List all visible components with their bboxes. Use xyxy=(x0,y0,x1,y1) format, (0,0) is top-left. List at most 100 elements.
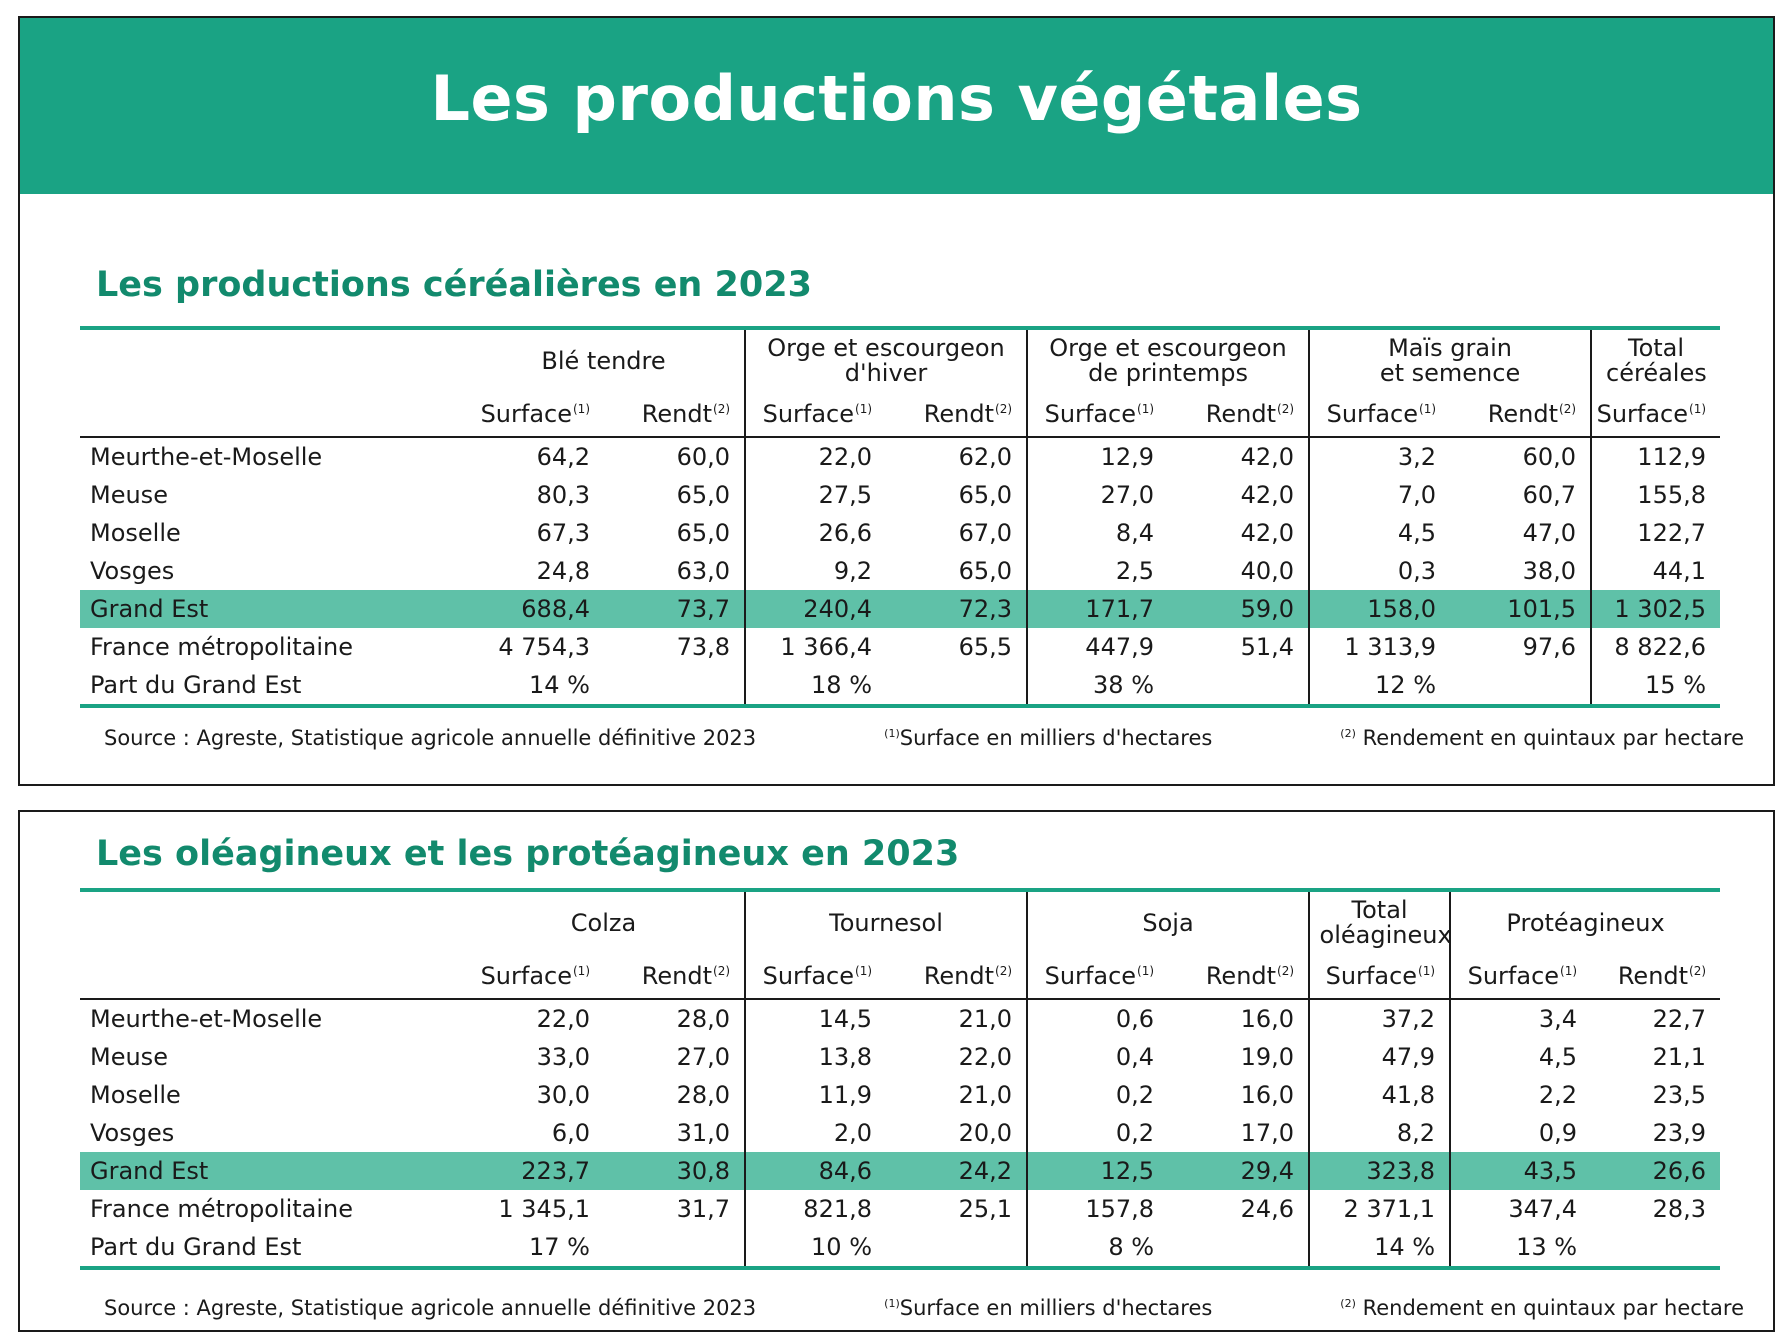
table-cell: 2,5 xyxy=(1026,552,1169,590)
oleagineux-footer: Source : Agreste, Statistique agricole a… xyxy=(104,1296,1744,1320)
table-cell: 22,0 xyxy=(536,1005,590,1033)
table-cell: 67,0 xyxy=(958,519,1013,547)
table-cell: 240,4 xyxy=(744,590,887,628)
table-cell xyxy=(1450,666,1592,708)
table-cell: 47,0 xyxy=(1522,519,1577,547)
table-cell: 6,0 xyxy=(551,1119,590,1147)
table-cell: 24,8 xyxy=(536,557,590,585)
table-cell: 27,5 xyxy=(744,476,887,514)
table-cell: 157,8 xyxy=(1026,1190,1169,1228)
table-cell: 33,0 xyxy=(536,1043,590,1071)
row-label: Grand Est xyxy=(80,590,463,628)
table-cell: 122,7 xyxy=(1590,514,1721,552)
row-label: Part du Grand Est xyxy=(80,1228,463,1270)
table-cell: 22,0 xyxy=(958,1043,1013,1071)
table-cell: 51,4 xyxy=(1240,633,1295,661)
table-cell: 9,2 xyxy=(744,552,887,590)
table-cell: 16,0 xyxy=(1240,1081,1295,1109)
table-cell: 43,5 xyxy=(1449,1152,1592,1190)
footnote-surface: (1)Surface en milliers d'hectares xyxy=(884,726,1213,750)
table-cell: 10 % xyxy=(744,1228,887,1270)
table-cell: 14 % xyxy=(463,666,604,708)
table-cell: 13 % xyxy=(1449,1228,1592,1270)
column-subheader: Surface(1) xyxy=(1449,954,1592,1000)
table-row: Part du Grand Est 17 % 10 % 8 % 14 % 13 % xyxy=(80,1228,1721,1270)
table-cell: 72,3 xyxy=(886,590,1028,628)
table-cell: 8 822,6 xyxy=(1590,628,1721,666)
table-cell: 47,9 xyxy=(1308,1038,1451,1076)
table-cell: 60,7 xyxy=(1522,481,1577,509)
table-cell: 21,0 xyxy=(958,1081,1013,1109)
table-row: Meurthe-et-Moselle 22,0 28,0 14,5 21,0 0,6 16,… xyxy=(80,999,1720,1038)
group-header: Protéagineux xyxy=(1449,888,1721,954)
row-label: Meuse xyxy=(90,481,168,509)
header-spacer xyxy=(80,888,463,954)
table-cell: 1 345,1 xyxy=(498,1195,590,1223)
table-cell: 42,0 xyxy=(1240,481,1295,509)
column-subheader: Surface(1) xyxy=(463,392,604,438)
table-cell: 14,5 xyxy=(744,999,887,1038)
table-cell: 2,0 xyxy=(744,1114,887,1152)
table-cell: 65,0 xyxy=(958,557,1013,585)
table-cell: 0,9 xyxy=(1449,1114,1592,1152)
cereales-table: Blé tendre Orge et escourgeon d'hiver Or… xyxy=(80,326,1721,708)
table-cell: 24,2 xyxy=(886,1152,1028,1190)
table-row: Meuse 33,0 27,0 13,8 22,0 0,4 19,0 47,9 4,5 21,1 xyxy=(80,1038,1720,1076)
table-cell: 688,4 xyxy=(463,590,604,628)
table-cell: 65,0 xyxy=(676,519,731,547)
table-cell: 0,2 xyxy=(1026,1076,1169,1114)
table-cell: 16,0 xyxy=(1240,1005,1295,1033)
row-label: Vosges xyxy=(90,1119,175,1147)
table-cell: 101,5 xyxy=(1450,590,1592,628)
table-cell: 0,4 xyxy=(1026,1038,1169,1076)
table-cell: 28,0 xyxy=(676,1005,731,1033)
table-cell: 15 % xyxy=(1590,666,1721,708)
group-header: Soja xyxy=(1026,888,1310,954)
table-cell: 7,0 xyxy=(1308,476,1451,514)
table-cell: 347,4 xyxy=(1449,1190,1592,1228)
table-cell xyxy=(1591,1228,1721,1270)
table-cell: 1 313,9 xyxy=(1308,628,1451,666)
table-cell: 20,0 xyxy=(958,1119,1013,1147)
column-subheader: Surface(1) xyxy=(1026,392,1169,438)
column-subheader: Rendt(2) xyxy=(1168,954,1310,1000)
table-cell: 17,0 xyxy=(1240,1119,1295,1147)
cereales-title: Les productions céréalières en 2023 xyxy=(96,265,812,305)
table-row: Meuse 80,3 65,0 27,5 65,0 27,0 42,0 7,0 60,7 155,… xyxy=(80,476,1721,514)
table-cell: 27,0 xyxy=(1026,476,1169,514)
table-row: Moselle 67,3 65,0 26,6 67,0 8,4 42,0 4,5 47,0 122… xyxy=(80,514,1721,552)
table-cell: 8 % xyxy=(1026,1228,1169,1270)
column-subheader: Surface(1) xyxy=(744,954,887,1000)
column-subheader: Rendt(2) xyxy=(1168,392,1310,438)
group-header: Total céréales xyxy=(1590,326,1721,392)
footnote-rendement: (2) Rendement en quintaux par hectare xyxy=(1340,726,1744,750)
table-cell xyxy=(1168,666,1310,708)
table-cell: 59,0 xyxy=(1168,590,1310,628)
column-subheader: Rendt(2) xyxy=(604,392,746,438)
group-header: Orge et escourgeon d'hiver xyxy=(744,326,1028,392)
group-header: Colza xyxy=(463,888,746,954)
table-cell: 62,0 xyxy=(958,443,1013,471)
table-cell: 13,8 xyxy=(744,1038,887,1076)
table-cell: 12,9 xyxy=(1026,437,1169,476)
table-cell: 158,0 xyxy=(1308,590,1451,628)
table-row: Vosges 24,8 63,0 9,2 65,0 2,5 40,0 0,3 38,0 44,1 xyxy=(80,552,1721,590)
table-cell: 25,1 xyxy=(958,1195,1013,1223)
table-cell xyxy=(604,666,746,708)
table-cell: 223,7 xyxy=(463,1152,604,1190)
table-cell: 41,8 xyxy=(1308,1076,1451,1114)
row-label: Vosges xyxy=(90,557,175,585)
table-row: France métropolitaine 4 754,3 73,8 1 366,4 6… xyxy=(80,628,1721,666)
table-row: France métropolitaine 1 345,1 31,7 821,8 25,… xyxy=(80,1190,1720,1228)
row-label: Part du Grand Est xyxy=(80,666,463,708)
table-cell: 37,2 xyxy=(1308,999,1451,1038)
table-cell: 30,0 xyxy=(536,1081,590,1109)
table-cell: 22,0 xyxy=(744,437,887,476)
highlight-row: Grand Est 223,7 30,8 84,6 24,2 12,5 29,4 323,8 4… xyxy=(80,1152,1721,1190)
table-cell: 8,2 xyxy=(1308,1114,1451,1152)
table-cell: 19,0 xyxy=(1240,1043,1295,1071)
table-cell: 11,9 xyxy=(744,1076,887,1114)
oleagineux-title: Les oléagineux et les protéagineux en 20… xyxy=(96,834,960,874)
row-label: Meuse xyxy=(90,1043,168,1071)
table-cell: 64,2 xyxy=(536,443,590,471)
